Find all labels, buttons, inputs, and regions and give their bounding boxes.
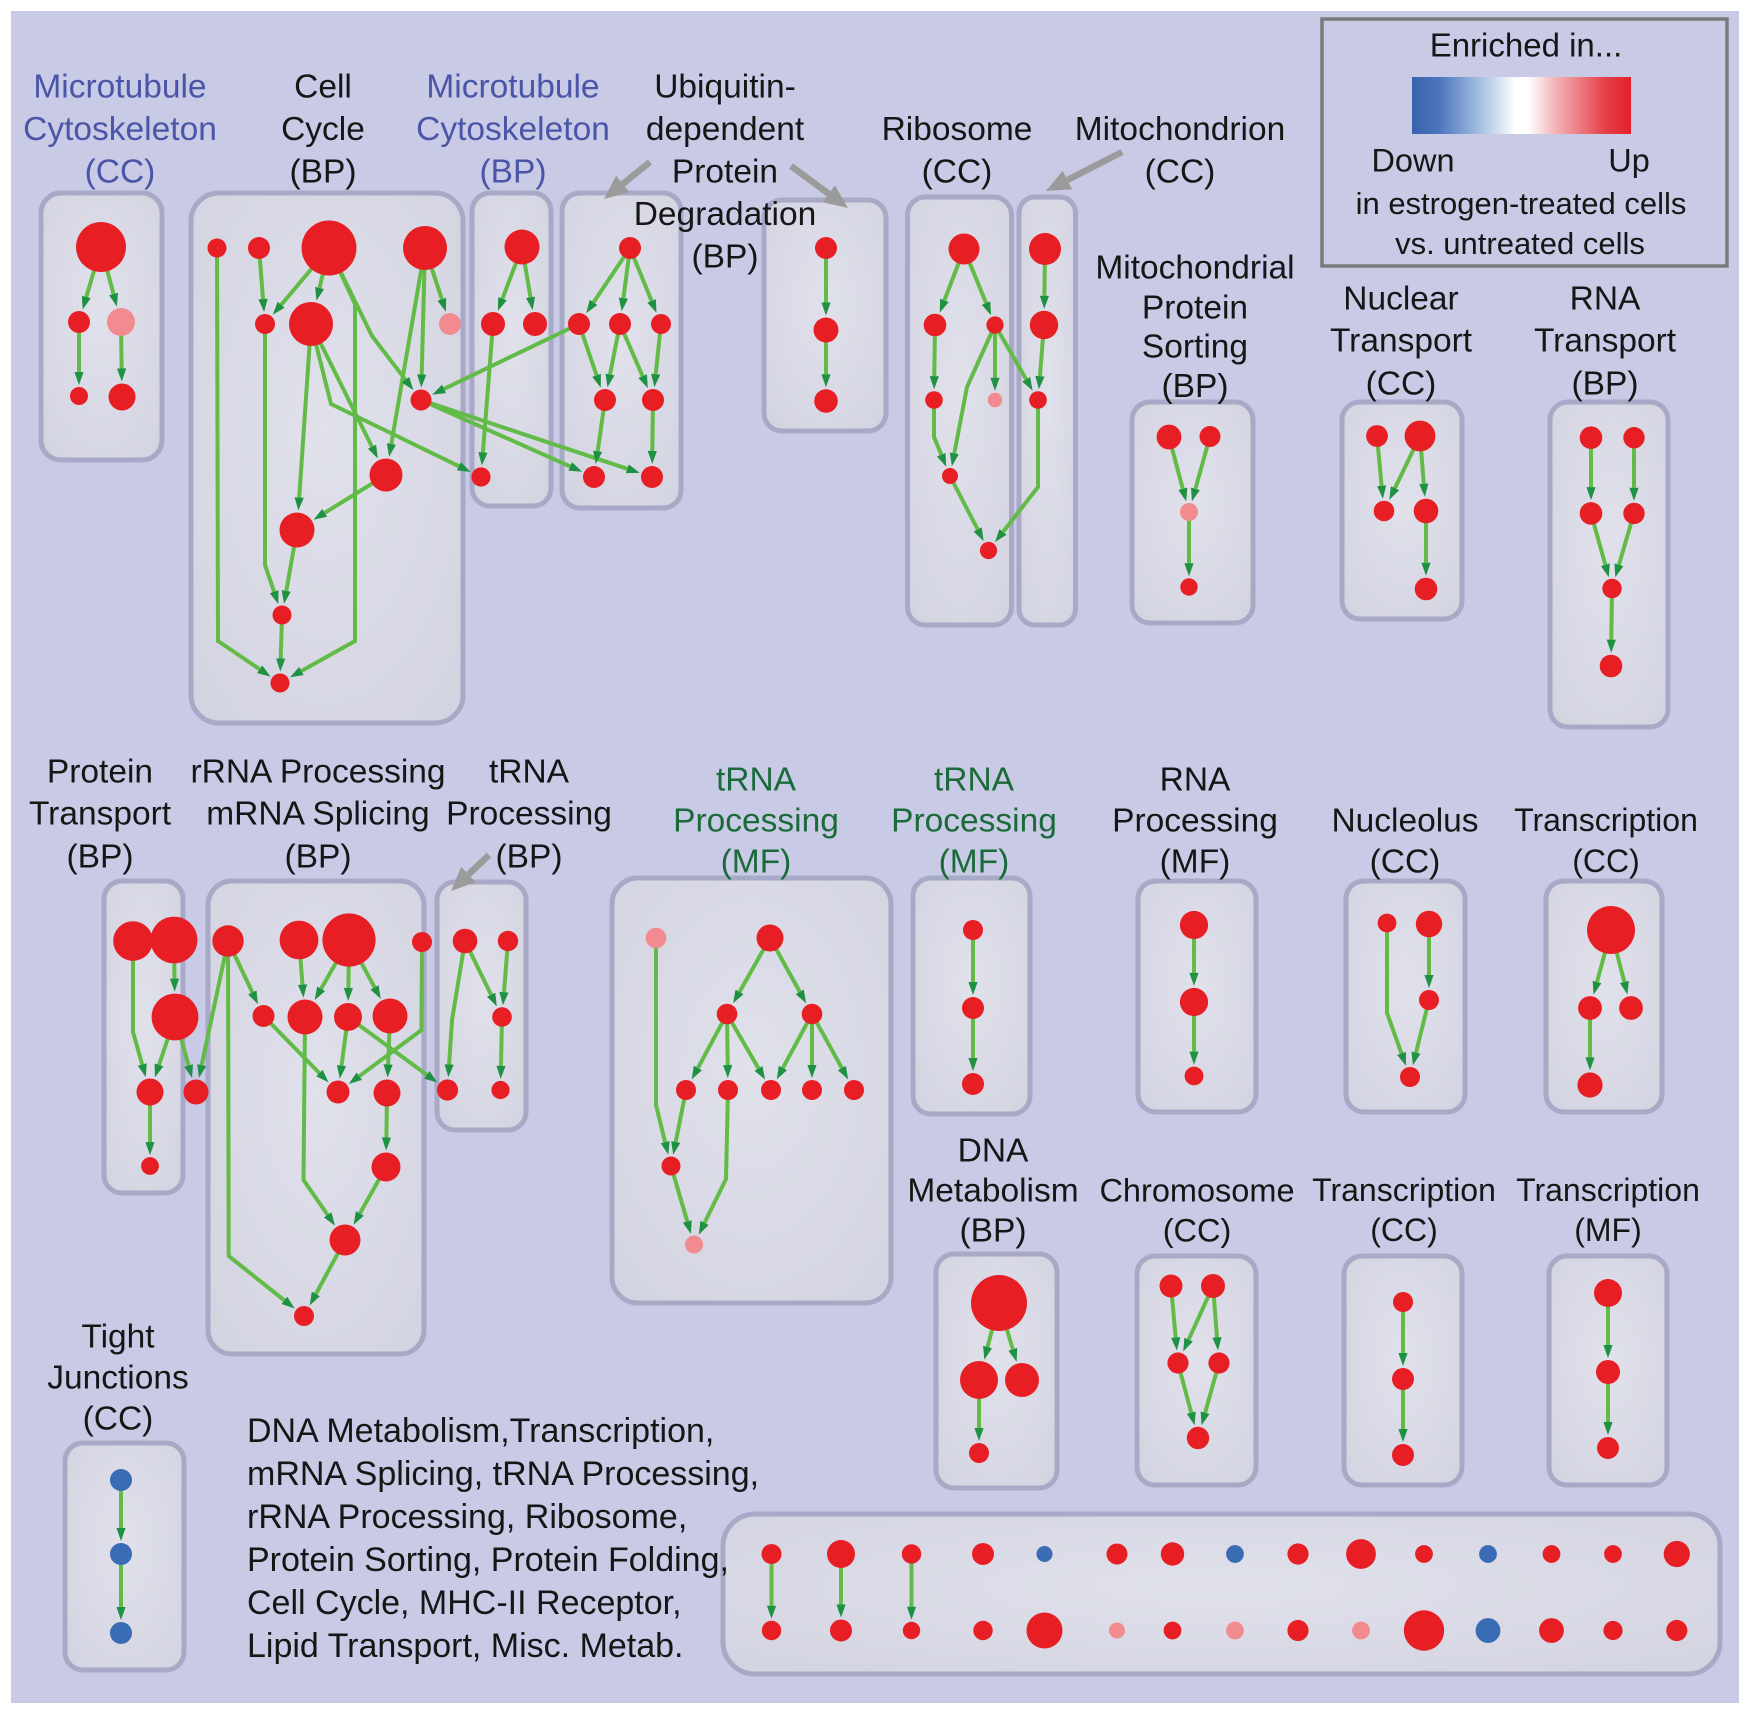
- svg-text:Processing: Processing: [1112, 803, 1278, 840]
- svg-text:Cycle: Cycle: [281, 111, 365, 148]
- svg-text:Ribosome: Ribosome: [882, 111, 1033, 148]
- svg-text:Mitochondrion: Mitochondrion: [1075, 111, 1285, 148]
- svg-text:Microtubule: Microtubule: [33, 69, 206, 106]
- svg-text:Tight: Tight: [81, 1319, 155, 1356]
- svg-text:mRNA Splicing, tRNA Processing: mRNA Splicing, tRNA Processing,: [247, 1455, 759, 1493]
- svg-text:Sorting: Sorting: [1142, 329, 1248, 366]
- svg-text:DNA Metabolism,Transcription,: DNA Metabolism,Transcription,: [247, 1412, 714, 1450]
- svg-text:(CC): (CC): [83, 1401, 154, 1438]
- svg-text:(MF): (MF): [1160, 844, 1231, 881]
- svg-text:(CC): (CC): [1572, 843, 1640, 879]
- svg-text:Ubiquitin-: Ubiquitin-: [654, 69, 796, 106]
- svg-text:RNA: RNA: [1160, 762, 1231, 799]
- svg-text:mRNA Splicing: mRNA Splicing: [206, 796, 429, 833]
- svg-text:RNA: RNA: [1570, 281, 1641, 318]
- svg-text:Transcription: Transcription: [1516, 1172, 1700, 1208]
- svg-text:dependent: dependent: [646, 111, 805, 148]
- svg-text:Microtubule: Microtubule: [426, 69, 599, 106]
- svg-text:Cytoskeleton: Cytoskeleton: [416, 111, 610, 148]
- svg-text:tRNA: tRNA: [716, 762, 797, 799]
- svg-text:DNA: DNA: [958, 1133, 1029, 1170]
- svg-text:(BP): (BP): [692, 239, 759, 276]
- svg-text:Processing: Processing: [446, 796, 612, 833]
- svg-text:Protein: Protein: [47, 754, 153, 791]
- svg-text:Nucleolus: Nucleolus: [1331, 803, 1478, 840]
- svg-text:Chromosome: Chromosome: [1099, 1172, 1294, 1208]
- svg-text:(BP): (BP): [1572, 366, 1639, 403]
- svg-text:Transcription: Transcription: [1312, 1172, 1496, 1208]
- svg-text:Transcription: Transcription: [1514, 802, 1698, 838]
- svg-text:Cell Cycle, MHC-II Receptor,: Cell Cycle, MHC-II Receptor,: [247, 1584, 682, 1622]
- svg-text:Metabolism: Metabolism: [907, 1173, 1078, 1210]
- svg-text:in estrogen-treated cells: in estrogen-treated cells: [1356, 186, 1687, 221]
- svg-text:(MF): (MF): [1574, 1212, 1642, 1248]
- svg-text:(BP): (BP): [1162, 368, 1229, 405]
- svg-text:(CC): (CC): [85, 154, 156, 191]
- svg-text:Protein: Protein: [1142, 290, 1248, 327]
- svg-text:(CC): (CC): [1145, 154, 1216, 191]
- svg-text:Processing: Processing: [891, 803, 1057, 840]
- svg-text:Enriched in...: Enriched in...: [1430, 27, 1623, 64]
- svg-text:Mitochondrial: Mitochondrial: [1095, 250, 1294, 287]
- svg-text:Cytoskeleton: Cytoskeleton: [23, 111, 217, 148]
- svg-text:Nuclear: Nuclear: [1343, 281, 1458, 318]
- svg-text:Transport: Transport: [29, 796, 172, 833]
- svg-text:tRNA: tRNA: [489, 754, 570, 791]
- svg-text:(BP): (BP): [285, 839, 352, 876]
- svg-text:vs. untreated cells: vs. untreated cells: [1395, 226, 1645, 261]
- svg-text:(BP): (BP): [496, 839, 563, 876]
- svg-text:(BP): (BP): [290, 154, 357, 191]
- svg-text:Protein Sorting, Protein Foldi: Protein Sorting, Protein Folding,: [247, 1541, 729, 1579]
- svg-text:Cell: Cell: [294, 69, 352, 106]
- svg-text:Processing: Processing: [673, 803, 839, 840]
- svg-text:(BP): (BP): [67, 839, 134, 876]
- svg-text:(CC): (CC): [1370, 844, 1441, 881]
- svg-text:(CC): (CC): [1163, 1212, 1232, 1248]
- svg-text:(CC): (CC): [922, 154, 993, 191]
- svg-text:Down: Down: [1371, 142, 1454, 178]
- svg-text:Protein: Protein: [672, 154, 778, 191]
- svg-text:(BP): (BP): [960, 1213, 1027, 1250]
- svg-text:Lipid Transport, Misc. Metab.: Lipid Transport, Misc. Metab.: [247, 1627, 684, 1665]
- svg-text:Transport: Transport: [1534, 323, 1677, 360]
- svg-text:(BP): (BP): [480, 154, 547, 191]
- svg-text:(MF): (MF): [939, 844, 1010, 881]
- svg-text:Degradation: Degradation: [634, 196, 817, 233]
- svg-text:(CC): (CC): [1370, 1212, 1438, 1248]
- svg-text:rRNA Processing: rRNA Processing: [190, 754, 445, 791]
- svg-text:(CC): (CC): [1366, 366, 1437, 403]
- svg-text:Up: Up: [1608, 142, 1650, 178]
- svg-text:(MF): (MF): [721, 844, 792, 881]
- svg-text:rRNA Processing, Ribosome,: rRNA Processing, Ribosome,: [247, 1498, 687, 1536]
- svg-text:Junctions: Junctions: [47, 1360, 189, 1397]
- svg-text:tRNA: tRNA: [934, 762, 1015, 799]
- svg-text:Transport: Transport: [1330, 323, 1473, 360]
